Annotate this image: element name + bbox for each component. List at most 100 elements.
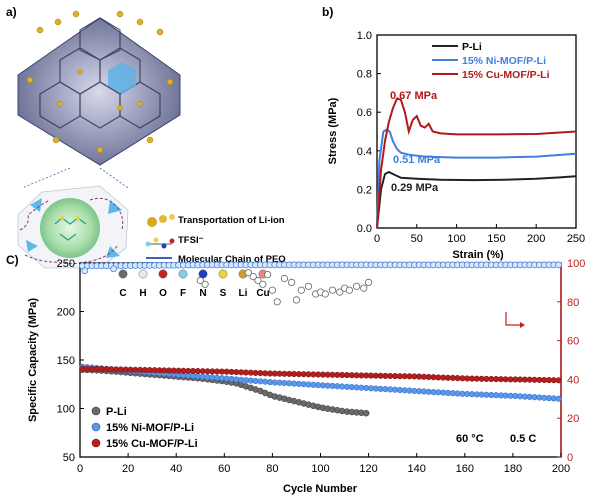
panel-c-legend: P-Li 15% Ni-MOF/P-Li 15% Cu-MOF/P-Li (91, 406, 198, 450)
atom-s-icon (218, 269, 228, 279)
panel-b-ytick-label: 1.0 (357, 30, 372, 42)
panel-b-series (376, 97, 577, 229)
li-ion-sphere-icon (40, 198, 100, 258)
panel-b-ylabel: Stress (MPa) (327, 97, 339, 164)
series-line-15-ni-mof-p-li (376, 128, 577, 229)
panel-b-ytick-label: 0.4 (357, 146, 372, 158)
series-point-p-li-efficiency (304, 282, 313, 290)
series-point-p-li-efficiency (244, 269, 252, 277)
right-axis-arrow-icon (505, 312, 525, 328)
series-point-coulombic-efficiency (555, 261, 562, 269)
legend-label-15-cu-mof-p-li: 15% Cu-MOF/P-Li (462, 69, 550, 81)
panel-b-ytick-label: 0.0 (357, 223, 372, 235)
panel-c-ylabel: Specific Capacity (MPa) (27, 298, 39, 422)
legend-li-ion-label: Transportation of Li-ion (178, 215, 285, 226)
panel-c-xtick-label: 0 (77, 463, 83, 475)
condition-rate: 0.5 C (510, 433, 536, 445)
panel-c-xtick-label: 160 (456, 463, 474, 475)
panel-b-xtick-label: 150 (487, 233, 505, 245)
series-point-p-li-efficiency (249, 272, 257, 281)
series-point-p-li-efficiency (352, 282, 361, 290)
legend-label-15-ni-mof-p-li: 15% Ni-MOF/P-Li (106, 422, 194, 434)
panel-b-ytick-label: 0.8 (357, 69, 372, 81)
panel-c-label: C) (6, 253, 19, 267)
annotation-cu-max: 0.67 MPa (390, 90, 438, 102)
tfsi-molecule-icon (145, 237, 175, 249)
panel-c-ytick-label: 50 (63, 452, 75, 464)
atom-c-icon (118, 269, 128, 279)
pore-closeup-illustration (17, 185, 129, 269)
panel-c-y2tick-label: 40 (567, 374, 579, 386)
series-point-p-li-efficiency (328, 286, 337, 294)
series-point-coulombic-efficiency (81, 267, 89, 275)
legend-marker-15-ni-mof-p-li (91, 422, 101, 432)
annotation-pli-max: 0.29 MPa (391, 182, 439, 194)
series-point-p-li-efficiency (254, 276, 262, 285)
panel-b-label: b) (322, 5, 333, 19)
series-point-15-ni-mof-p-li (555, 395, 562, 402)
panel-c-y2tick-label: 80 (567, 297, 579, 309)
series-point-p-li-efficiency (292, 296, 301, 304)
series-point-p-li-efficiency (280, 274, 288, 283)
panel-c-xtick-label: 140 (408, 463, 426, 475)
series-point-p-li (362, 409, 370, 417)
series-line-15-cu-mof-p-li (376, 97, 577, 229)
legend-label-15-ni-mof-p-li: 15% Ni-MOF/P-Li (462, 55, 546, 67)
highlight-pore-icon (108, 62, 136, 94)
legend-label-p-li: P-Li (462, 41, 482, 53)
annotation-ni-max: 0.51 MPa (393, 154, 441, 166)
legend-tfsi-label: TFSI⁻ (178, 235, 204, 246)
series-point-p-li-efficiency (297, 286, 305, 294)
panel-b-ytick-label: 0.2 (357, 184, 372, 196)
atom-c-label: C (119, 288, 126, 299)
panel-b-legend: P-Li 15% Ni-MOF/P-Li 15% Cu-MOF/P-Li (432, 41, 550, 81)
atom-h-icon (138, 269, 148, 279)
atom-f-icon (178, 269, 188, 279)
legend-label-p-li: P-Li (106, 406, 127, 418)
atom-f-label: F (180, 288, 186, 299)
series-point-p-li-efficiency (360, 284, 368, 292)
series-point-p-li-efficiency (263, 270, 272, 279)
panel-c-ytick-label: 100 (57, 404, 75, 416)
series-point-p-li-efficiency (336, 288, 344, 296)
panel-a: a) (6, 5, 286, 299)
legend-marker-p-li (91, 406, 101, 416)
atom-cu-label: Cu (256, 288, 269, 299)
schematic-legend: Transportation of Li-ion TFSI⁻ Molecular… (118, 214, 286, 299)
series-point-p-li-efficiency (196, 276, 204, 285)
panel-c-xtick-label: 200 (552, 463, 570, 475)
panel-b-xtick-label: 250 (567, 233, 585, 245)
legend-marker-15-cu-mof-p-li (91, 438, 101, 448)
panel-c-y2tick-label: 60 (567, 336, 579, 348)
atom-o-label: O (159, 288, 167, 299)
series-point-p-li-efficiency (287, 278, 296, 286)
panel-c-series (79, 261, 562, 417)
panel-c-ytick-label: 150 (57, 355, 75, 367)
mof-framework-illustration (17, 10, 181, 189)
atom-o-icon (158, 269, 168, 279)
li-ion-transport-icon (147, 214, 175, 227)
series-point-p-li-efficiency (321, 290, 329, 298)
panel-c-xtick-label: 120 (359, 463, 377, 475)
panel-c-xtick-label: 80 (266, 463, 278, 475)
panel-a-label: a) (6, 5, 17, 19)
atom-h-label: H (139, 288, 146, 299)
panel-b-xtick-label: 200 (527, 233, 545, 245)
series-point-coulombic-efficiency (110, 265, 118, 273)
atom-legend-row: C H O F N S Li Cu (118, 269, 270, 299)
panel-c-xtick-label: 180 (504, 463, 522, 475)
panel-b: b) 0 50 100 150 200 250 0.0 0.2 0.4 0.6 0.8 1.0 P-L… (322, 5, 585, 261)
series-point-p-li-efficiency (273, 298, 281, 306)
panel-c-xtick-label: 40 (170, 463, 182, 475)
panel-b-ytick-label: 0.6 (357, 107, 372, 119)
atom-li-label: Li (239, 288, 248, 299)
series-point-p-li-efficiency (259, 280, 267, 288)
panel-c-y2tick-label: 100 (567, 258, 585, 270)
panel-b-xtick-label: 0 (374, 233, 380, 245)
panel-c-axes: 0 20 40 60 80 100 120 140 160 180 2005010015020025… (57, 258, 586, 475)
panel-c-ytick-label: 200 (57, 307, 75, 319)
series-point-p-li-efficiency (345, 286, 353, 294)
atom-s-label: S (220, 288, 227, 299)
panel-c-y2tick-label: 0 (567, 452, 573, 464)
